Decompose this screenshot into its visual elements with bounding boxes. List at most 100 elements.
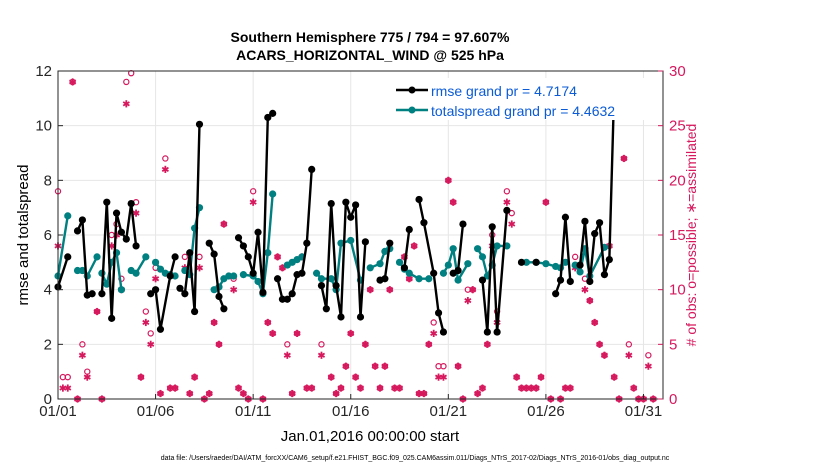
obs-assimilated-marker xyxy=(293,329,301,337)
rmse-point xyxy=(503,206,511,214)
obs-assimilated-marker xyxy=(420,389,428,398)
obs-assimilated-marker xyxy=(600,351,609,359)
rmse-point xyxy=(405,225,413,234)
obs-assimilated-marker xyxy=(93,307,101,316)
rmse-point xyxy=(176,284,184,292)
rmse-point xyxy=(561,213,570,221)
x-tick-label: 01/11 xyxy=(235,403,271,420)
totalspread-point xyxy=(561,258,570,266)
obs-assimilated-marker xyxy=(430,329,438,337)
rmse-point xyxy=(117,228,126,236)
rmse-point xyxy=(454,266,462,275)
totalspread-point xyxy=(464,260,472,268)
y-tick-label: 0 xyxy=(44,391,52,408)
rmse-point xyxy=(112,209,121,217)
totalspread-point xyxy=(449,245,457,253)
rmse-point xyxy=(220,305,228,313)
obs-assimilated-marker xyxy=(147,340,155,348)
obs-possible-marker xyxy=(181,253,189,261)
obs-assimilated-marker xyxy=(395,384,404,392)
right-y-tick-label: 20 xyxy=(669,172,686,189)
rmse-point xyxy=(239,242,248,250)
obs-assimilated-marker xyxy=(161,165,169,173)
totalspread-point xyxy=(454,276,462,284)
obs-assimilated-marker xyxy=(342,362,350,370)
obs-assimilated-marker xyxy=(210,318,218,327)
totalspread-point xyxy=(444,261,452,269)
rmse-point xyxy=(430,269,438,277)
rmse-point xyxy=(342,198,350,206)
rmse-point xyxy=(191,307,199,316)
totalspread-point xyxy=(425,275,433,283)
rmse-point xyxy=(415,195,423,204)
rmse-point xyxy=(332,281,340,290)
obs-assimilated-marker xyxy=(444,176,452,184)
obs-possible-marker xyxy=(162,155,169,162)
obs-assimilated-marker xyxy=(542,198,550,206)
rmse-line-segment xyxy=(403,229,411,268)
right-y-axis-ticks: 0 5 10 15 20 25 30 xyxy=(658,63,686,408)
obs-possible-marker xyxy=(64,373,71,381)
rmse-point xyxy=(352,201,360,209)
x-tick-label: 01/26 xyxy=(527,403,565,420)
rmse-point xyxy=(171,253,179,261)
rmse-point xyxy=(303,239,311,247)
obs-assimilated-marker xyxy=(630,384,638,392)
rmse-point xyxy=(254,228,262,236)
y-tick-label: 4 xyxy=(44,282,52,299)
rmse-line-segment xyxy=(208,242,226,310)
obs-assimilated-marker xyxy=(347,329,355,337)
rmse-point xyxy=(156,325,165,333)
totalspread-point xyxy=(317,275,326,283)
totalspread-point xyxy=(103,280,111,288)
obs-possible-marker xyxy=(625,341,633,348)
rmse-point xyxy=(381,275,389,283)
y-tick-label: 10 xyxy=(35,118,52,135)
rmse-point xyxy=(103,198,111,206)
rmse-point xyxy=(591,230,599,238)
rmse-point xyxy=(127,199,135,208)
y-tick-label: 8 xyxy=(44,172,52,189)
rmse-point xyxy=(122,235,130,243)
obs-assimilated-marker xyxy=(581,286,589,294)
obs-assimilated-marker xyxy=(239,389,247,398)
obs-assimilated-marker xyxy=(508,220,516,228)
obs-assimilated-marker xyxy=(337,384,345,392)
totalspread-point xyxy=(117,286,126,294)
totalspread-point xyxy=(132,269,140,277)
rmse-point xyxy=(186,249,194,257)
totalspread-point xyxy=(312,269,321,277)
y-tick-label: 2 xyxy=(44,336,52,353)
obs-assimilated-marker xyxy=(361,340,369,348)
series-lines xyxy=(54,85,618,336)
obs-possible-marker xyxy=(645,352,652,359)
obs-assimilated-marker xyxy=(591,318,599,327)
rmse-point xyxy=(386,239,394,247)
rmse-point xyxy=(244,253,252,261)
totalspread-point xyxy=(376,260,384,268)
obs-assimilated-marker xyxy=(356,384,365,392)
obs-assimilated-marker xyxy=(171,384,179,392)
totalspread-point xyxy=(576,268,584,276)
rmse-line-segment xyxy=(320,200,367,319)
obs-possible-marker xyxy=(147,330,154,337)
rmse-point xyxy=(420,219,428,227)
totalspread-point xyxy=(93,253,101,261)
obs-assimilated-marker xyxy=(596,340,604,348)
rmse-point xyxy=(356,313,365,321)
rmse-point xyxy=(576,261,584,269)
totalspread-point xyxy=(156,265,165,273)
obs-assimilated-marker xyxy=(371,362,379,370)
totalspread-point xyxy=(64,212,72,220)
right-y-tick-label: 15 xyxy=(669,227,686,244)
right-y-tick-label: 25 xyxy=(669,118,686,135)
obs-assimilated-marker xyxy=(386,286,394,294)
obs-possible-marker xyxy=(318,341,325,348)
rmse-point xyxy=(488,223,496,231)
obs-assimilated-marker xyxy=(503,198,511,206)
rmse-point xyxy=(78,216,86,224)
rmse-point xyxy=(132,242,140,250)
obs-assimilated-marker xyxy=(132,209,140,217)
obs-assimilated-marker xyxy=(625,351,633,359)
obs-assimilated-marker xyxy=(249,198,257,206)
